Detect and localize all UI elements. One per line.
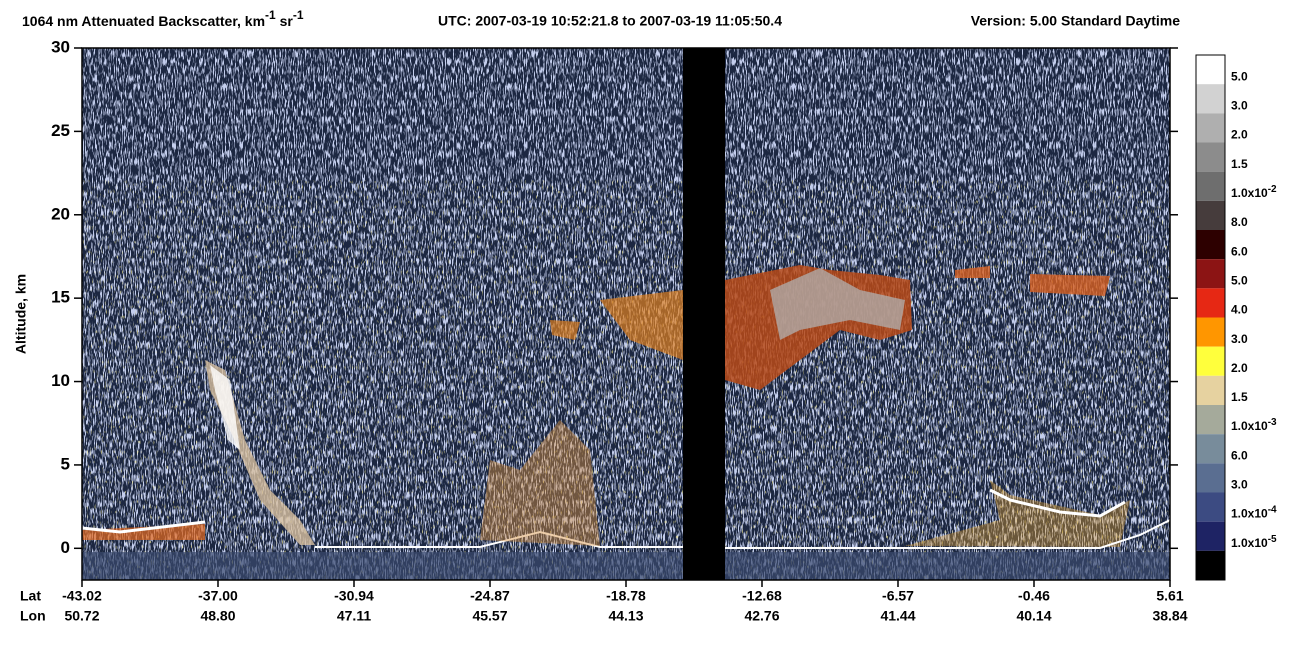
y-tick-label: 15 [51,288,70,307]
colorbar-label: 1.0x10-4 [1231,504,1277,521]
colorbar-label: 3.0 [1231,332,1248,346]
cloud [81,520,206,534]
colorbar-label: 1.0x10-2 [1231,183,1277,200]
colorbar-label-exp: -2 [1268,183,1277,194]
colorbar-box [1196,463,1225,493]
colorbar-label: 1.5 [1231,157,1248,171]
y-tick-label: 0 [61,538,70,557]
cloud [210,365,240,450]
colorbar-label: 3.0 [1231,478,1248,492]
colorbar-box [1196,346,1225,376]
lon-tick-label: 41.44 [880,608,915,624]
y-axis-label: Altitude, km [13,274,29,354]
colorbar-box [1196,200,1225,230]
colorbar-box [1196,84,1225,114]
colorbar-label: 5.0 [1231,274,1248,288]
lat-tick-label: -24.87 [470,588,510,604]
lon-tick-label: 48.80 [200,608,235,624]
cloud [770,268,905,340]
lon-label: Lon [20,608,46,624]
lat-tick-label: -18.78 [606,588,646,604]
y-tick-label: 5 [61,454,70,473]
colorbar-box [1196,55,1225,85]
colorbar-label: 2.0 [1231,361,1248,375]
plot-area [81,47,1171,581]
aerosol [480,420,600,546]
lat-label: Lat [20,588,41,604]
lon-tick-label: 45.57 [472,608,507,624]
chart-title: 1064 nm Attenuated Backscatter, km-1 sr-… [22,8,304,29]
y-tick-label: 30 [51,37,70,56]
colorbar-frame [1195,54,1226,581]
cloud [989,488,1126,518]
lat-tick-label: 5.61 [1156,588,1183,604]
y-tick-label: 20 [51,204,70,223]
colorbar-label: 1.5 [1231,390,1248,404]
lon-tick-label: 40.14 [1016,608,1051,624]
colorbar-box [1196,317,1225,347]
colorbar-label: 1.0x10-5 [1231,533,1277,550]
colorbar-label-exp: -4 [1268,504,1277,515]
surface [725,519,1171,549]
cloud [955,266,1110,296]
colorbar-box [1196,521,1225,551]
colorbar-label: 8.0 [1231,215,1248,229]
colorbar-label: 1.0x10-3 [1231,417,1277,434]
lat-tick-label: -0.46 [1018,588,1050,604]
noise-specks [82,180,1170,580]
lon-tick-label: 38.84 [1152,608,1187,624]
lat-tick-label: -30.94 [334,588,374,604]
title-line: 1064 nm Attenuated Backscatter, km-1 sr-… [22,8,1180,29]
colorbar-label-base: 1.0x10 [1231,507,1268,521]
time-range: UTC: 2007-03-19 10:52:21.8 to 2007-03-19… [438,13,782,29]
colorbar-box [1196,405,1225,435]
colorbar-box [1196,142,1225,172]
lon-tick-label: 42.76 [744,608,779,624]
lat-tick-label: -43.02 [62,588,102,604]
y-tick-label: 10 [51,371,70,390]
colorbar-label-base: 1.0x10 [1231,536,1268,550]
lat-tick-label: -6.57 [882,588,914,604]
cloud [550,320,580,340]
colorbar-box [1196,492,1225,522]
colorbar-box [1196,230,1225,260]
colorbar-box [1196,259,1225,289]
version: Version: 5.00 Standard Daytime [971,13,1181,29]
colorbar-box [1196,288,1225,318]
colorbar-label-base: 1.0x10 [1231,419,1268,433]
lat-tick-label: -12.68 [742,588,782,604]
colorbar-box [1196,171,1225,201]
lat-tick-label: -37.00 [198,588,238,604]
colorbar-label: 6.0 [1231,449,1248,463]
lon-tick-label: 47.11 [337,608,371,624]
colorbar-label: 2.0 [1231,128,1248,142]
lon-tick-label: 50.72 [64,608,99,624]
subsurface [82,552,1170,580]
colorbar-label: 5.0 [1231,69,1248,83]
y-tick-label: 25 [51,121,70,140]
colorbar-box [1196,550,1225,580]
lon-tick-label: 44.13 [608,608,643,624]
cloud [600,290,683,360]
colorbar-label-exp: -5 [1268,533,1277,544]
colorbar-box [1196,434,1225,464]
aerosol [905,480,1130,547]
colorbar-label: 6.0 [1231,244,1248,258]
colorbar-label-exp: -3 [1268,417,1277,428]
colorbar-label: 3.0 [1231,99,1248,113]
colorbar-label: 4.0 [1231,303,1248,317]
colorbar-box [1196,113,1225,143]
colorbar-box [1196,375,1225,405]
colorbar-label-base: 1.0x10 [1231,186,1268,200]
aerosol [82,524,205,540]
surface [315,530,683,548]
data-gap [683,48,725,580]
